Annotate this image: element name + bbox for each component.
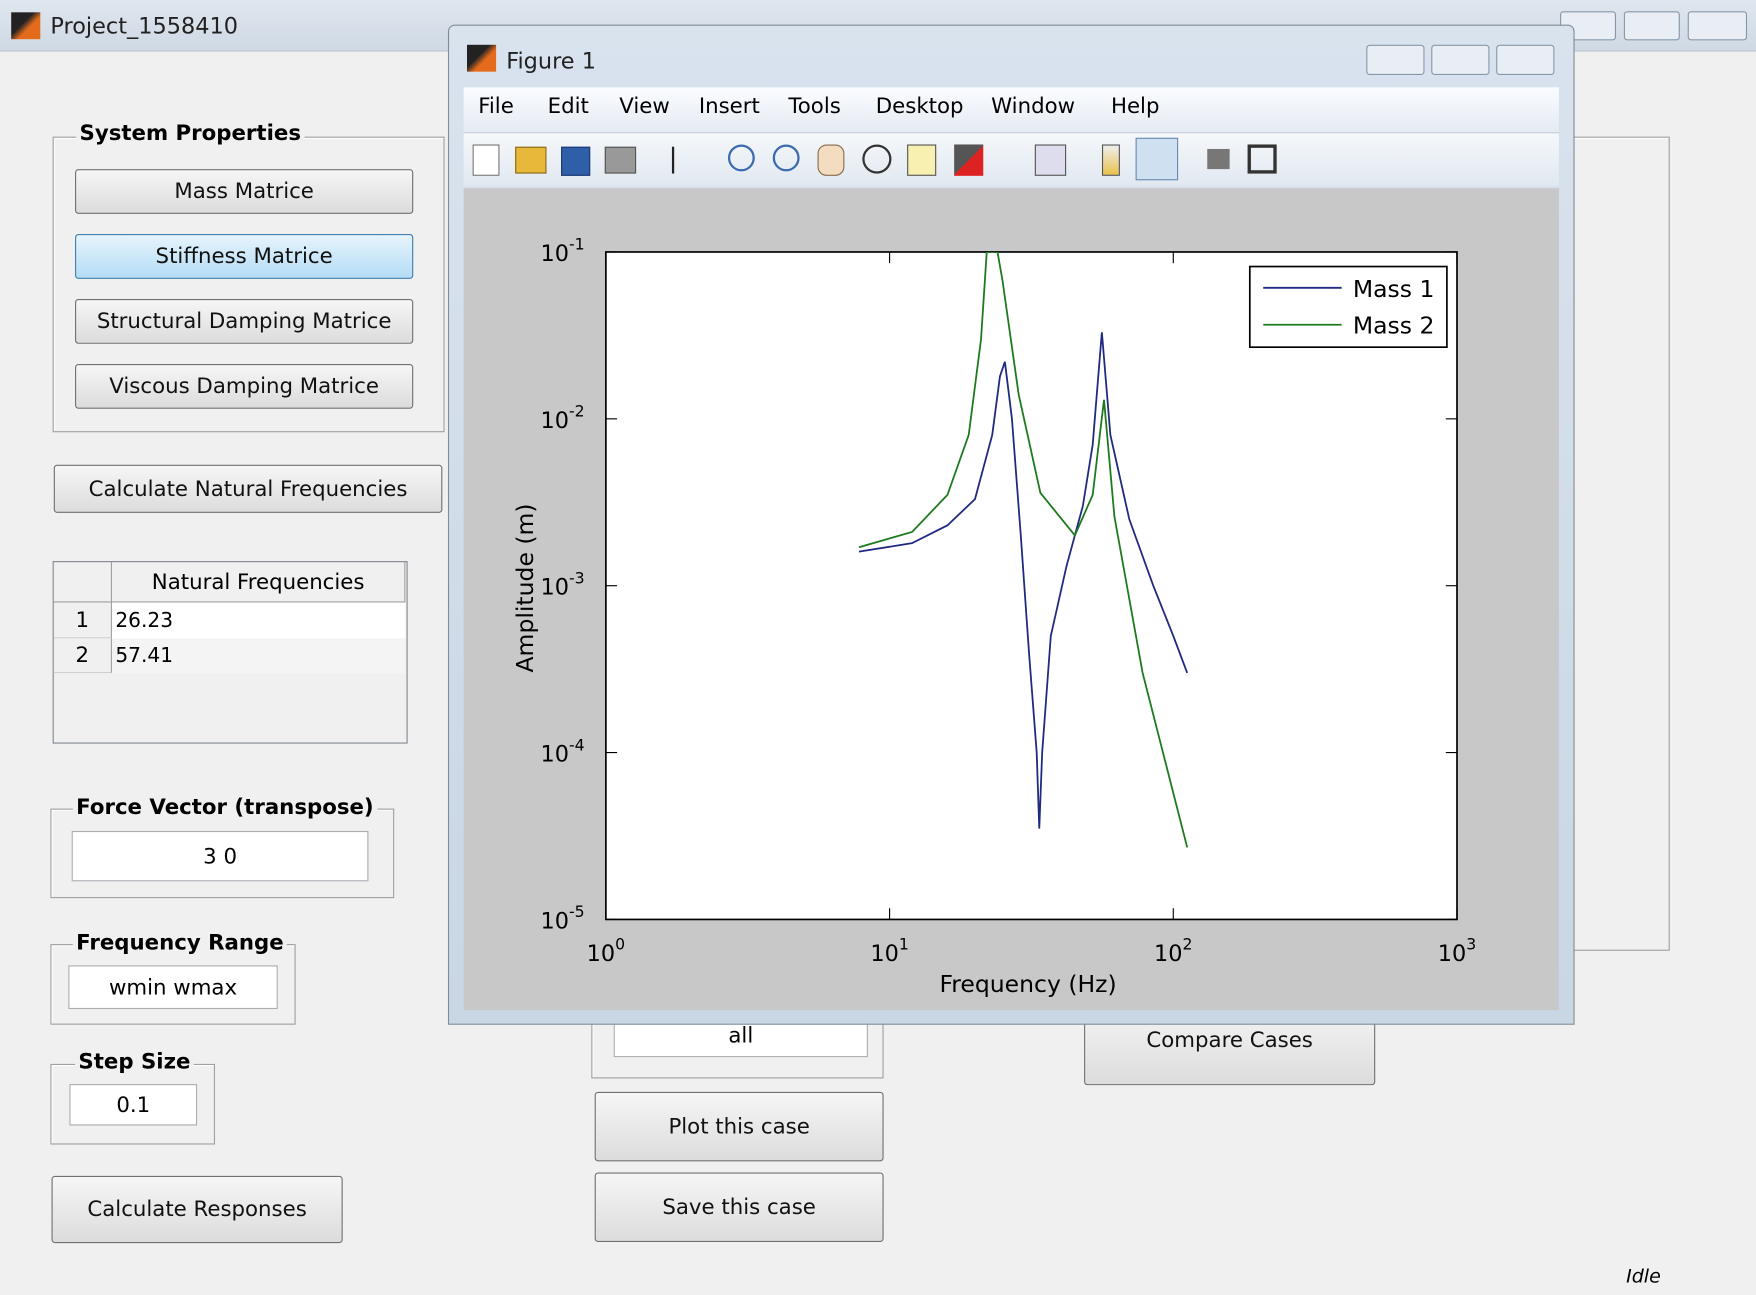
button[interactable]: Viscous Damping Matrice xyxy=(75,363,414,409)
menu-item[interactable]: Desktop xyxy=(875,94,964,119)
button[interactable]: Mass Matrice xyxy=(75,169,414,214)
text-input[interactable]: 0.1 xyxy=(69,1084,198,1126)
group-title: Step Size xyxy=(75,1049,194,1074)
tool-icon[interactable] xyxy=(515,146,547,174)
button[interactable]: Structural Damping Matrice xyxy=(75,299,414,344)
close-button[interactable] xyxy=(1687,11,1748,41)
button[interactable]: Calculate Responses xyxy=(51,1175,343,1244)
figure-canvas xyxy=(463,188,1559,1011)
tool-icon[interactable] xyxy=(954,144,984,176)
app-icon xyxy=(11,12,41,40)
tool-icon[interactable] xyxy=(671,146,692,174)
table-cell[interactable]: 57.41 xyxy=(111,638,406,674)
close-button[interactable] xyxy=(1496,44,1555,76)
menu-item[interactable]: View xyxy=(619,94,670,119)
menu-item[interactable]: Edit xyxy=(547,94,589,119)
text-input[interactable]: wmin wmax xyxy=(68,965,278,1010)
tool-icon[interactable] xyxy=(907,144,937,176)
tool-icon[interactable] xyxy=(1101,144,1120,176)
button[interactable]: Calculate Natural Frequencies xyxy=(53,464,443,513)
tool-icon[interactable] xyxy=(604,146,637,174)
menu-bar xyxy=(463,87,1559,133)
toolbar xyxy=(463,132,1559,186)
tool-icon[interactable] xyxy=(862,144,892,174)
menu-item[interactable]: Window xyxy=(991,94,1076,119)
menu-item[interactable]: Insert xyxy=(698,94,760,119)
group-title: Frequency Range xyxy=(72,930,288,956)
tool-icon[interactable] xyxy=(472,144,500,176)
tool-icon[interactable] xyxy=(1247,144,1277,174)
tool-icon[interactable] xyxy=(727,144,755,172)
tool-icon[interactable] xyxy=(561,146,591,176)
menu-item[interactable]: File xyxy=(478,94,514,119)
row-number: 1 xyxy=(53,602,112,639)
figure-title: Figure 1 xyxy=(506,47,596,74)
tool-icon[interactable] xyxy=(1207,148,1230,170)
group-title: Force Vector (transpose) xyxy=(72,795,378,820)
window-title: Project_1558410 xyxy=(50,12,238,40)
table-corner xyxy=(53,562,112,603)
minimize-button[interactable] xyxy=(1366,44,1425,76)
text-input[interactable]: 3 0 xyxy=(71,830,369,882)
row-number: 2 xyxy=(53,638,112,674)
figure-icon xyxy=(466,44,497,72)
group-title: System Properties xyxy=(76,120,305,146)
menu-item[interactable]: Help xyxy=(1110,94,1160,119)
menu-item[interactable]: Tools xyxy=(788,94,841,119)
status-text: Idle xyxy=(1626,1265,1661,1288)
tool-icon[interactable] xyxy=(817,144,845,176)
tool-icon[interactable] xyxy=(772,144,800,172)
table-header: Natural Frequencies xyxy=(111,562,406,603)
table-cell[interactable]: 26.23 xyxy=(111,602,406,639)
button[interactable]: Plot this case xyxy=(594,1091,884,1162)
button[interactable]: Save this case xyxy=(594,1172,884,1242)
tool-icon[interactable] xyxy=(1135,137,1179,181)
maximize-button[interactable] xyxy=(1431,44,1490,76)
tool-icon[interactable] xyxy=(1034,144,1067,176)
table: Natural Frequencies 1 26.23 2 57.41 xyxy=(52,561,408,744)
maximize-button[interactable] xyxy=(1623,11,1680,41)
button[interactable]: Stiffness Matrice xyxy=(75,234,414,279)
